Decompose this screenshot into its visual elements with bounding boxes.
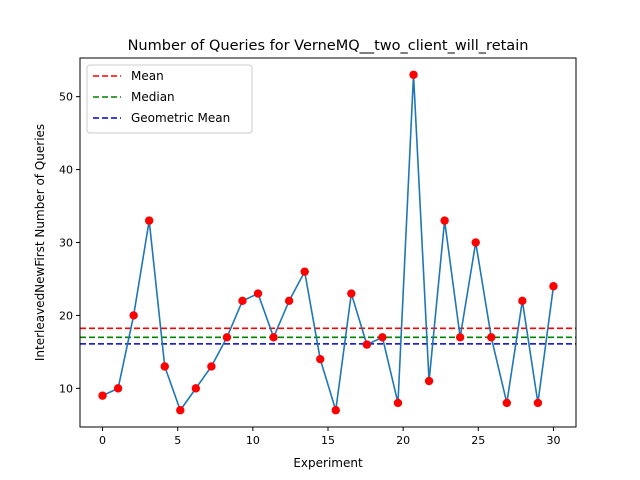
series-group — [98, 70, 558, 415]
data-point — [471, 238, 480, 247]
legend-label: Geometric Mean — [131, 111, 230, 125]
data-point — [393, 398, 403, 408]
data-point — [316, 354, 325, 364]
y-tick-label: 40 — [59, 164, 73, 177]
x-tick-label: 30 — [546, 434, 560, 447]
x-axis: 0 5 10 15 20 25 30 — [99, 427, 560, 447]
data-point — [502, 398, 512, 408]
y-tick-label: 30 — [59, 237, 73, 250]
x-axis-label: Experiment — [293, 456, 363, 470]
chart-title: Number of Queries for VerneMQ__two_clien… — [128, 38, 529, 54]
data-point — [207, 362, 216, 371]
data-point — [549, 282, 558, 291]
legend: Mean Median Geometric Mean — [86, 64, 253, 134]
data-point — [191, 384, 201, 393]
data-point — [440, 216, 449, 225]
y-axis: 10 20 30 40 50 — [59, 91, 80, 395]
y-tick-label: 10 — [59, 382, 73, 395]
data-point — [487, 333, 496, 342]
data-point — [238, 296, 247, 306]
y-tick-label: 20 — [59, 309, 73, 322]
data-point — [378, 333, 387, 342]
x-tick-label: 10 — [246, 434, 260, 447]
legend-label: Mean — [131, 69, 164, 83]
data-point — [362, 340, 372, 349]
x-tick-label: 0 — [99, 434, 106, 447]
legend-label: Median — [131, 90, 175, 104]
x-tick-label: 20 — [396, 434, 410, 447]
data-point — [113, 384, 123, 393]
legend-box — [86, 64, 253, 134]
data-point — [129, 311, 138, 320]
data-point — [331, 406, 340, 415]
data-point — [518, 296, 527, 306]
y-tick-label: 50 — [59, 91, 73, 104]
x-tick-label: 15 — [321, 434, 335, 447]
series-line — [102, 74, 555, 412]
data-point — [347, 289, 356, 298]
data-point — [222, 333, 232, 342]
data-point — [269, 333, 278, 342]
data-point — [284, 296, 294, 306]
x-tick-label: 25 — [471, 434, 485, 447]
data-point — [300, 267, 309, 276]
data-point — [455, 333, 465, 342]
data-point — [533, 398, 543, 408]
data-point — [98, 391, 107, 400]
data-point — [176, 406, 185, 415]
y-axis-label: InterleavedNewFirst Number of Queries — [33, 124, 47, 361]
x-tick-label: 5 — [174, 434, 181, 447]
data-point — [424, 376, 434, 386]
data-point — [253, 289, 263, 298]
data-point — [409, 70, 418, 79]
data-point — [160, 362, 169, 371]
data-point — [144, 216, 154, 225]
